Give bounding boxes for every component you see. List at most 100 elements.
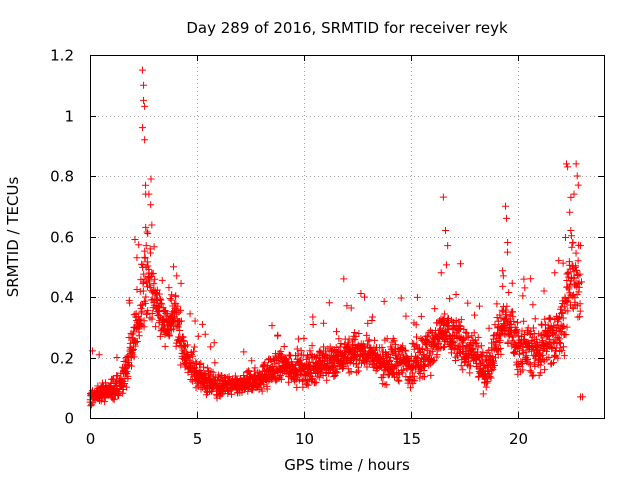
data-point (564, 297, 572, 305)
y-tick-label: 1 (64, 108, 74, 126)
data-point (424, 332, 432, 340)
data-point (520, 275, 528, 283)
data-point (451, 341, 459, 349)
data-point (325, 299, 333, 307)
data-point (186, 310, 194, 318)
data-point (573, 172, 581, 180)
data-point (559, 259, 567, 267)
data-point (140, 317, 148, 325)
data-point (484, 377, 492, 385)
data-point (487, 374, 495, 382)
data-point (152, 323, 160, 331)
data-point (523, 355, 531, 363)
y-tick-label: 0.6 (50, 229, 74, 247)
data-point (293, 371, 301, 379)
data-point (493, 300, 501, 308)
data-point (460, 334, 468, 342)
data-point (509, 313, 517, 321)
data-point (177, 361, 185, 369)
data-point (457, 260, 465, 268)
data-point (567, 226, 575, 234)
data-point (277, 375, 285, 383)
data-point (475, 302, 483, 310)
data-point (471, 311, 479, 319)
data-point (124, 372, 132, 380)
data-point (172, 292, 180, 300)
data-point (190, 343, 198, 351)
data-point (530, 359, 538, 367)
data-point (294, 350, 302, 358)
data-point (251, 364, 259, 372)
data-point (210, 339, 218, 347)
data-point (477, 342, 485, 350)
data-point (347, 304, 355, 312)
data-point (413, 333, 421, 341)
data-point (309, 313, 317, 321)
data-point (395, 370, 403, 378)
data-point (158, 276, 166, 284)
data-point (195, 361, 203, 369)
y-axis-label: SRMTID / TECUs (4, 177, 22, 298)
data-point (156, 290, 164, 298)
data-point (485, 324, 493, 332)
data-point (174, 323, 182, 331)
data-point (412, 321, 420, 329)
data-point (560, 322, 568, 330)
data-point (395, 377, 403, 385)
data-point (503, 302, 511, 310)
data-point (394, 376, 402, 384)
data-point (145, 190, 153, 198)
data-point (508, 279, 516, 287)
data-point (333, 368, 341, 376)
data-point (437, 325, 445, 333)
data-point (452, 353, 460, 361)
data-point (278, 351, 286, 359)
data-point (300, 351, 308, 359)
data-point (560, 352, 568, 360)
data-point (121, 368, 129, 376)
data-point (170, 325, 178, 333)
data-point (499, 282, 507, 290)
data-point (442, 226, 450, 234)
data-point (347, 367, 355, 375)
data-point (540, 287, 548, 295)
data-point (151, 275, 159, 283)
data-point (556, 339, 564, 347)
data-point (140, 323, 148, 331)
data-point (570, 274, 578, 282)
data-point (333, 328, 341, 336)
data-point (378, 354, 386, 362)
data-point (483, 379, 491, 387)
data-point (111, 379, 119, 387)
data-point (345, 341, 353, 349)
data-point (413, 354, 421, 362)
tick-labels: 0 5 10 15 20 0 0.2 0.4 0.6 0.8 1 1.2 (50, 47, 528, 449)
data-point (526, 367, 534, 375)
data-point (306, 347, 314, 355)
data-point (576, 307, 584, 315)
data-point (519, 292, 527, 300)
data-point (536, 361, 544, 369)
data-point (576, 300, 584, 308)
data-point (497, 332, 505, 340)
data-point (464, 334, 472, 342)
data-point (504, 239, 512, 247)
data-point (466, 369, 474, 377)
data-point (140, 278, 148, 286)
data-point (109, 395, 117, 403)
data-point (563, 160, 571, 168)
data-point (340, 275, 348, 283)
data-point (165, 284, 173, 292)
data-point (505, 332, 513, 340)
data-point (139, 287, 147, 295)
data-point (149, 269, 157, 277)
x-tick-label: 10 (295, 430, 314, 448)
data-point (142, 223, 150, 231)
data-point (455, 332, 463, 340)
data-point (574, 181, 582, 189)
data-point (161, 306, 169, 314)
data-point (435, 335, 443, 343)
data-point (130, 353, 138, 361)
data-point (433, 346, 441, 354)
